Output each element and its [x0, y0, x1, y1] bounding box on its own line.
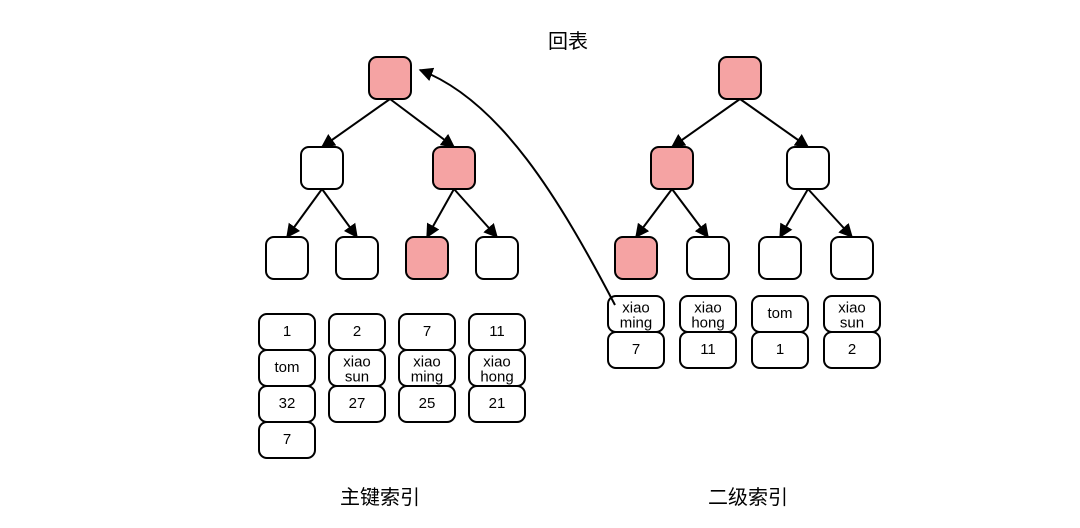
primary-data-text-3-1: xiaohong [480, 353, 513, 385]
primary-leaf-node-2 [406, 237, 448, 279]
primary-data-text-1-0: 2 [353, 323, 361, 340]
secondary-data-text-1-0: xiaohong [691, 299, 724, 331]
primary-root-node [369, 57, 411, 99]
primary-edge-mid-2 [427, 189, 454, 237]
primary-edge-mid-3 [454, 189, 497, 237]
primary-edge-mid-0 [287, 189, 322, 237]
secondary-caption: 二级索引 [708, 486, 788, 509]
secondary-edge-mid-0 [636, 189, 672, 237]
secondary-leaf-node-2 [759, 237, 801, 279]
secondary-data-text-1-1: 11 [700, 341, 716, 358]
secondary-data-text-0-1: 7 [632, 341, 640, 358]
secondary-edge-root-0 [672, 99, 740, 147]
secondary-edge-mid-2 [780, 189, 808, 237]
title-label: 回表 [548, 30, 588, 53]
secondary-data-text-3-1: 2 [848, 341, 856, 358]
diagram-canvas: 1tom3272xiaosun277xiaoming2511xiaohong21… [0, 0, 1080, 528]
secondary-data-text-2-1: 1 [776, 341, 784, 358]
secondary-data-text-3-0: xiaosun [838, 299, 866, 331]
primary-leaf-node-0 [266, 237, 308, 279]
primary-data-text-0-2: 32 [279, 395, 296, 412]
secondary-mid-node-0 [651, 147, 693, 189]
primary-edge-root-0 [322, 99, 390, 147]
secondary-leaf-node-0 [615, 237, 657, 279]
primary-data-text-0-0: 1 [283, 323, 291, 340]
secondary-leaf-node-3 [831, 237, 873, 279]
secondary-leaf-node-1 [687, 237, 729, 279]
primary-data-text-2-2: 25 [419, 395, 436, 412]
secondary-data-text-2-0: tom [767, 305, 792, 322]
primary-leaf-node-1 [336, 237, 378, 279]
primary-data-text-2-1: xiaoming [411, 353, 444, 385]
secondary-edge-mid-1 [672, 189, 708, 237]
primary-caption: 主键索引 [340, 486, 420, 509]
primary-data-text-0-1: tom [274, 359, 299, 376]
primary-mid-node-1 [433, 147, 475, 189]
primary-edge-root-1 [390, 99, 454, 147]
primary-data-text-2-0: 7 [423, 323, 431, 340]
secondary-edge-mid-3 [808, 189, 852, 237]
primary-data-text-3-0: 11 [489, 323, 505, 340]
secondary-edge-root-1 [740, 99, 808, 147]
primary-data-text-1-1: xiaosun [343, 353, 371, 385]
primary-edge-mid-1 [322, 189, 357, 237]
primary-data-text-1-2: 27 [349, 395, 366, 412]
primary-leaf-node-3 [476, 237, 518, 279]
primary-data-text-0-3: 7 [283, 431, 291, 448]
primary-data-text-3-2: 21 [489, 395, 506, 412]
secondary-mid-node-1 [787, 147, 829, 189]
secondary-root-node [719, 57, 761, 99]
secondary-data-text-0-0: xiaoming [620, 299, 653, 331]
primary-mid-node-0 [301, 147, 343, 189]
